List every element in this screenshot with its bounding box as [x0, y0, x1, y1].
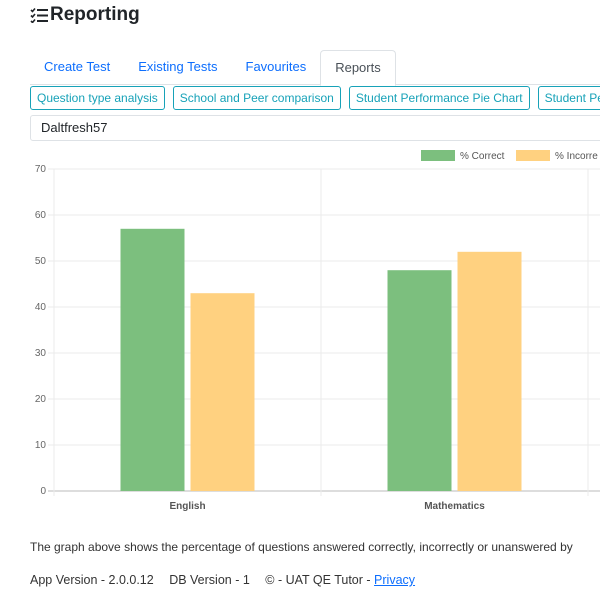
question-type-analysis-button[interactable]: Question type analysis [30, 86, 165, 110]
chart-description: The graph above shows the percentage of … [30, 540, 573, 554]
y-tick-label: 70 [35, 164, 47, 175]
legend-label: % Incorre [555, 151, 598, 162]
student-performance-button[interactable]: Student Per [537, 86, 600, 110]
y-tick-label: 10 [35, 440, 47, 451]
bar-english-correct [120, 228, 185, 492]
x-tick-label: Mathematics [424, 501, 485, 512]
report-button-group: Question type analysis School and Peer c… [30, 86, 600, 110]
tab-favourites[interactable]: Favourites [245, 59, 307, 74]
page-header: Reporting [30, 2, 140, 28]
bar-mathematics-incorrect [457, 251, 522, 491]
bar-english-incorrect [190, 293, 255, 491]
footer: App Version - 2.0.0.12 DB Version - 1 © … [30, 573, 415, 587]
student-select-value: Daltfresh57 [41, 120, 108, 135]
performance-bar-chart: 0 10 20 30 40 50 60 70 English Mathematics % Corre… [35, 150, 600, 512]
student-select[interactable]: Daltfresh57 [30, 115, 600, 141]
y-tick-label: 40 [35, 302, 47, 313]
y-tick-label: 60 [35, 210, 47, 221]
y-tick-label: 30 [35, 348, 47, 359]
bar-mathematics-correct [387, 270, 452, 491]
tab-existing-tests[interactable]: Existing Tests [138, 59, 218, 74]
app-version: App Version - 2.0.0.12 [30, 573, 154, 587]
copyright: © - UAT QE Tutor - [265, 573, 371, 587]
legend-swatch [516, 150, 550, 161]
legend-label: % Correct [460, 151, 505, 162]
legend-swatch [421, 150, 455, 161]
db-version: DB Version - 1 [169, 573, 250, 587]
tab-create-test[interactable]: Create Test [44, 59, 111, 74]
school-peer-comparison-button[interactable]: School and Peer comparison [172, 86, 341, 110]
privacy-link[interactable]: Privacy [374, 573, 416, 587]
page-title: Reporting [50, 4, 140, 25]
x-tick-label: English [169, 501, 205, 512]
y-tick-label: 20 [35, 394, 47, 405]
list-check-icon [30, 7, 48, 23]
y-tick-label: 0 [40, 486, 46, 497]
y-tick-label: 50 [35, 256, 47, 267]
student-performance-pie-chart-button[interactable]: Student Performance Pie Chart [348, 86, 530, 110]
tab-bar: Create Test Existing Tests Favourites Re… [30, 50, 600, 86]
tab-reports[interactable]: Reports [320, 50, 396, 86]
